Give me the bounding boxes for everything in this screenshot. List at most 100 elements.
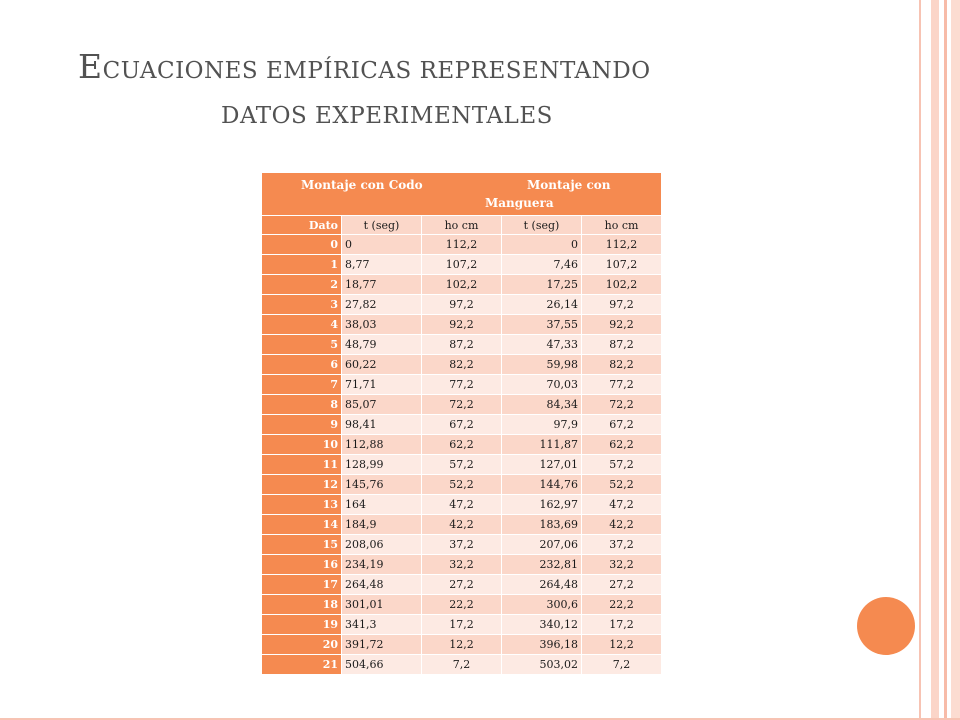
row-index-cell: 1 [261,254,342,275]
table-cell: 234,19 [341,554,422,575]
table-cell: 264,48 [341,574,422,595]
table-cell: 7,2 [421,654,502,675]
table-cell: 37,2 [421,534,502,555]
table-row: 11 128,99 57,2 127,01 57,2 [261,454,663,475]
table-cell: 12,2 [580,634,663,655]
table-cell: 70,03 [501,374,582,395]
slide-title: Ecuaciones empíricas representando datos… [78,50,878,160]
title-initial: E [78,47,103,86]
table-cell: 52,2 [421,474,502,495]
row-index-cell: 4 [261,314,342,335]
table-cell: 87,2 [580,334,663,355]
table-cell: 128,99 [341,454,422,475]
table-row: 14 184,9 42,2 183,69 42,2 [261,514,663,535]
table-cell: 42,2 [421,514,502,535]
row-index-cell: 3 [261,294,342,315]
table-cell: 52,2 [580,474,663,495]
table-cell: 32,2 [580,554,663,575]
table-cell: 77,2 [580,374,663,395]
title-line-1: Ecuaciones empíricas representando [78,50,878,105]
table-cell: 7,2 [580,654,663,675]
table-cell: 92,2 [580,314,663,335]
table-cell: 87,2 [421,334,502,355]
decorative-border-line [944,0,947,720]
table-cell: 145,76 [341,474,422,495]
table-cell: 301,01 [341,594,422,615]
table-cell: 27,2 [421,574,502,595]
table-cell: 127,01 [501,454,582,475]
table-cell: 62,2 [580,434,663,455]
group-header-codo: Montaje con Codo [301,178,423,192]
table-cell: 340,12 [501,614,582,635]
table-cell: 112,2 [421,234,502,255]
row-index-cell: 17 [261,574,342,595]
table-cell: 504,66 [341,654,422,675]
table-cell: 0 [341,234,422,255]
table-cell: 232,81 [501,554,582,575]
table-cell: 207,06 [501,534,582,555]
row-index-cell: 19 [261,614,342,635]
table-body: 0 0 112,2 0 112,2 1 8,77 107,2 7,46 107,2 2 18,77 10… [261,234,663,675]
table-cell: 208,06 [341,534,422,555]
table-cell: 59,98 [501,354,582,375]
table-cell: 98,41 [341,414,422,435]
table-row: 9 98,41 67,2 97,9 67,2 [261,414,663,435]
table-cell: 72,2 [421,394,502,415]
column-header-ho-codo: ho cm [421,215,502,235]
table-cell: 144,76 [501,474,582,495]
table-row: 10 112,88 62,2 111,87 62,2 [261,434,663,455]
table-cell: 42,2 [580,514,663,535]
table-cell: 22,2 [580,594,663,615]
row-index-cell: 15 [261,534,342,555]
table-cell: 47,2 [421,494,502,515]
table-cell: 17,25 [501,274,582,295]
table-cell: 97,2 [421,294,502,315]
column-header-t-codo: t (seg) [341,215,422,235]
row-index-cell: 20 [261,634,342,655]
table-cell: 38,03 [341,314,422,335]
table-cell: 112,2 [580,234,663,255]
table-cell: 18,77 [341,274,422,295]
table-row: 13 164 47,2 162,97 47,2 [261,494,663,515]
table-cell: 102,2 [421,274,502,295]
table-row: 8 85,07 72,2 84,34 72,2 [261,394,663,415]
group-header-manguera-2: Manguera [485,196,554,210]
table-cell: 82,2 [580,354,663,375]
table-cell: 102,2 [580,274,663,295]
table-row: 15 208,06 37,2 207,06 37,2 [261,534,663,555]
row-index-cell: 2 [261,274,342,295]
table-row: 12 145,76 52,2 144,76 52,2 [261,474,663,495]
row-index-cell: 11 [261,454,342,475]
table-cell: 26,14 [501,294,582,315]
decorative-border-line [919,0,921,720]
decorative-orange-circle [857,597,915,655]
table-cell: 107,2 [580,254,663,275]
row-index-cell: 8 [261,394,342,415]
row-index-cell: 16 [261,554,342,575]
row-index-cell: 21 [261,654,342,675]
row-index-cell: 9 [261,414,342,435]
table-row: 3 27,82 97,2 26,14 97,2 [261,294,663,315]
table-cell: 162,97 [501,494,582,515]
table-cell: 264,48 [501,574,582,595]
row-index-cell: 10 [261,434,342,455]
table-cell: 57,2 [580,454,663,475]
table-row: 21 504,66 7,2 503,02 7,2 [261,654,663,675]
column-header-ho-manguera: ho cm [580,215,663,235]
table-cell: 47,2 [580,494,663,515]
decorative-bottom-strip [0,718,960,720]
row-index-cell: 12 [261,474,342,495]
table-row: 18 301,01 22,2 300,6 22,2 [261,594,663,615]
table-row: 16 234,19 32,2 232,81 32,2 [261,554,663,575]
row-index-cell: 7 [261,374,342,395]
table-cell: 62,2 [421,434,502,455]
decorative-border-line [931,0,939,720]
data-table: Montaje con Codo Montaje con Manguera Da… [260,172,663,675]
table-cell: 37,55 [501,314,582,335]
table-cell: 183,69 [501,514,582,535]
table-row: 6 60,22 82,2 59,98 82,2 [261,354,663,375]
table-cell: 77,2 [421,374,502,395]
table-cell: 503,02 [501,654,582,675]
table-cell: 37,2 [580,534,663,555]
row-index-cell: 5 [261,334,342,355]
